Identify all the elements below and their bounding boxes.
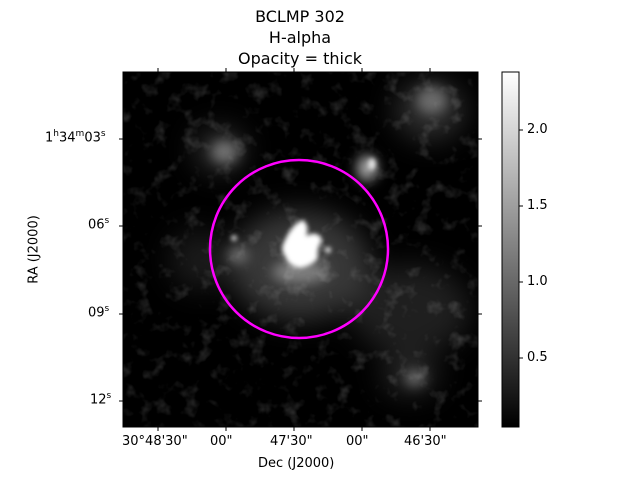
x-tick-label: 00" <box>346 434 369 449</box>
y-tick-label: 09s <box>88 304 110 321</box>
image-frame <box>122 71 479 428</box>
colorbar-tick-label: 1.5 <box>527 198 548 213</box>
colorbar-tick-label: 2.0 <box>527 122 548 137</box>
x-tick-label: 46'30" <box>404 434 447 449</box>
chart-title-line-3: Opacity = thick <box>237 49 363 68</box>
x-tick-label: 47'30" <box>270 434 313 449</box>
y-axis-label: RA (J2000) <box>26 215 42 284</box>
colorbar-tick-label: 1.0 <box>527 274 548 289</box>
y-tick-label: 12s <box>90 391 112 408</box>
magenta-circle <box>208 158 390 340</box>
x-tick-label: 00" <box>210 434 233 449</box>
halpha-image <box>123 72 478 427</box>
x-tick-label: 30°48'30" <box>122 434 188 449</box>
y-tick-label: 06s <box>88 216 110 233</box>
x-tick-marks <box>157 68 431 431</box>
colorbar-tick-label: 0.5 <box>527 350 548 365</box>
colorbar <box>501 71 520 428</box>
y-tick-marks <box>119 138 482 402</box>
chart-title-line-2: H-alpha <box>268 28 332 47</box>
y-tick-label: 1h34m03s <box>45 129 106 146</box>
chart-title-line-1: BCLMP 302 <box>255 7 345 26</box>
colorbar-tick-marks <box>519 129 523 359</box>
x-axis-label: Dec (J2000) <box>258 456 335 471</box>
